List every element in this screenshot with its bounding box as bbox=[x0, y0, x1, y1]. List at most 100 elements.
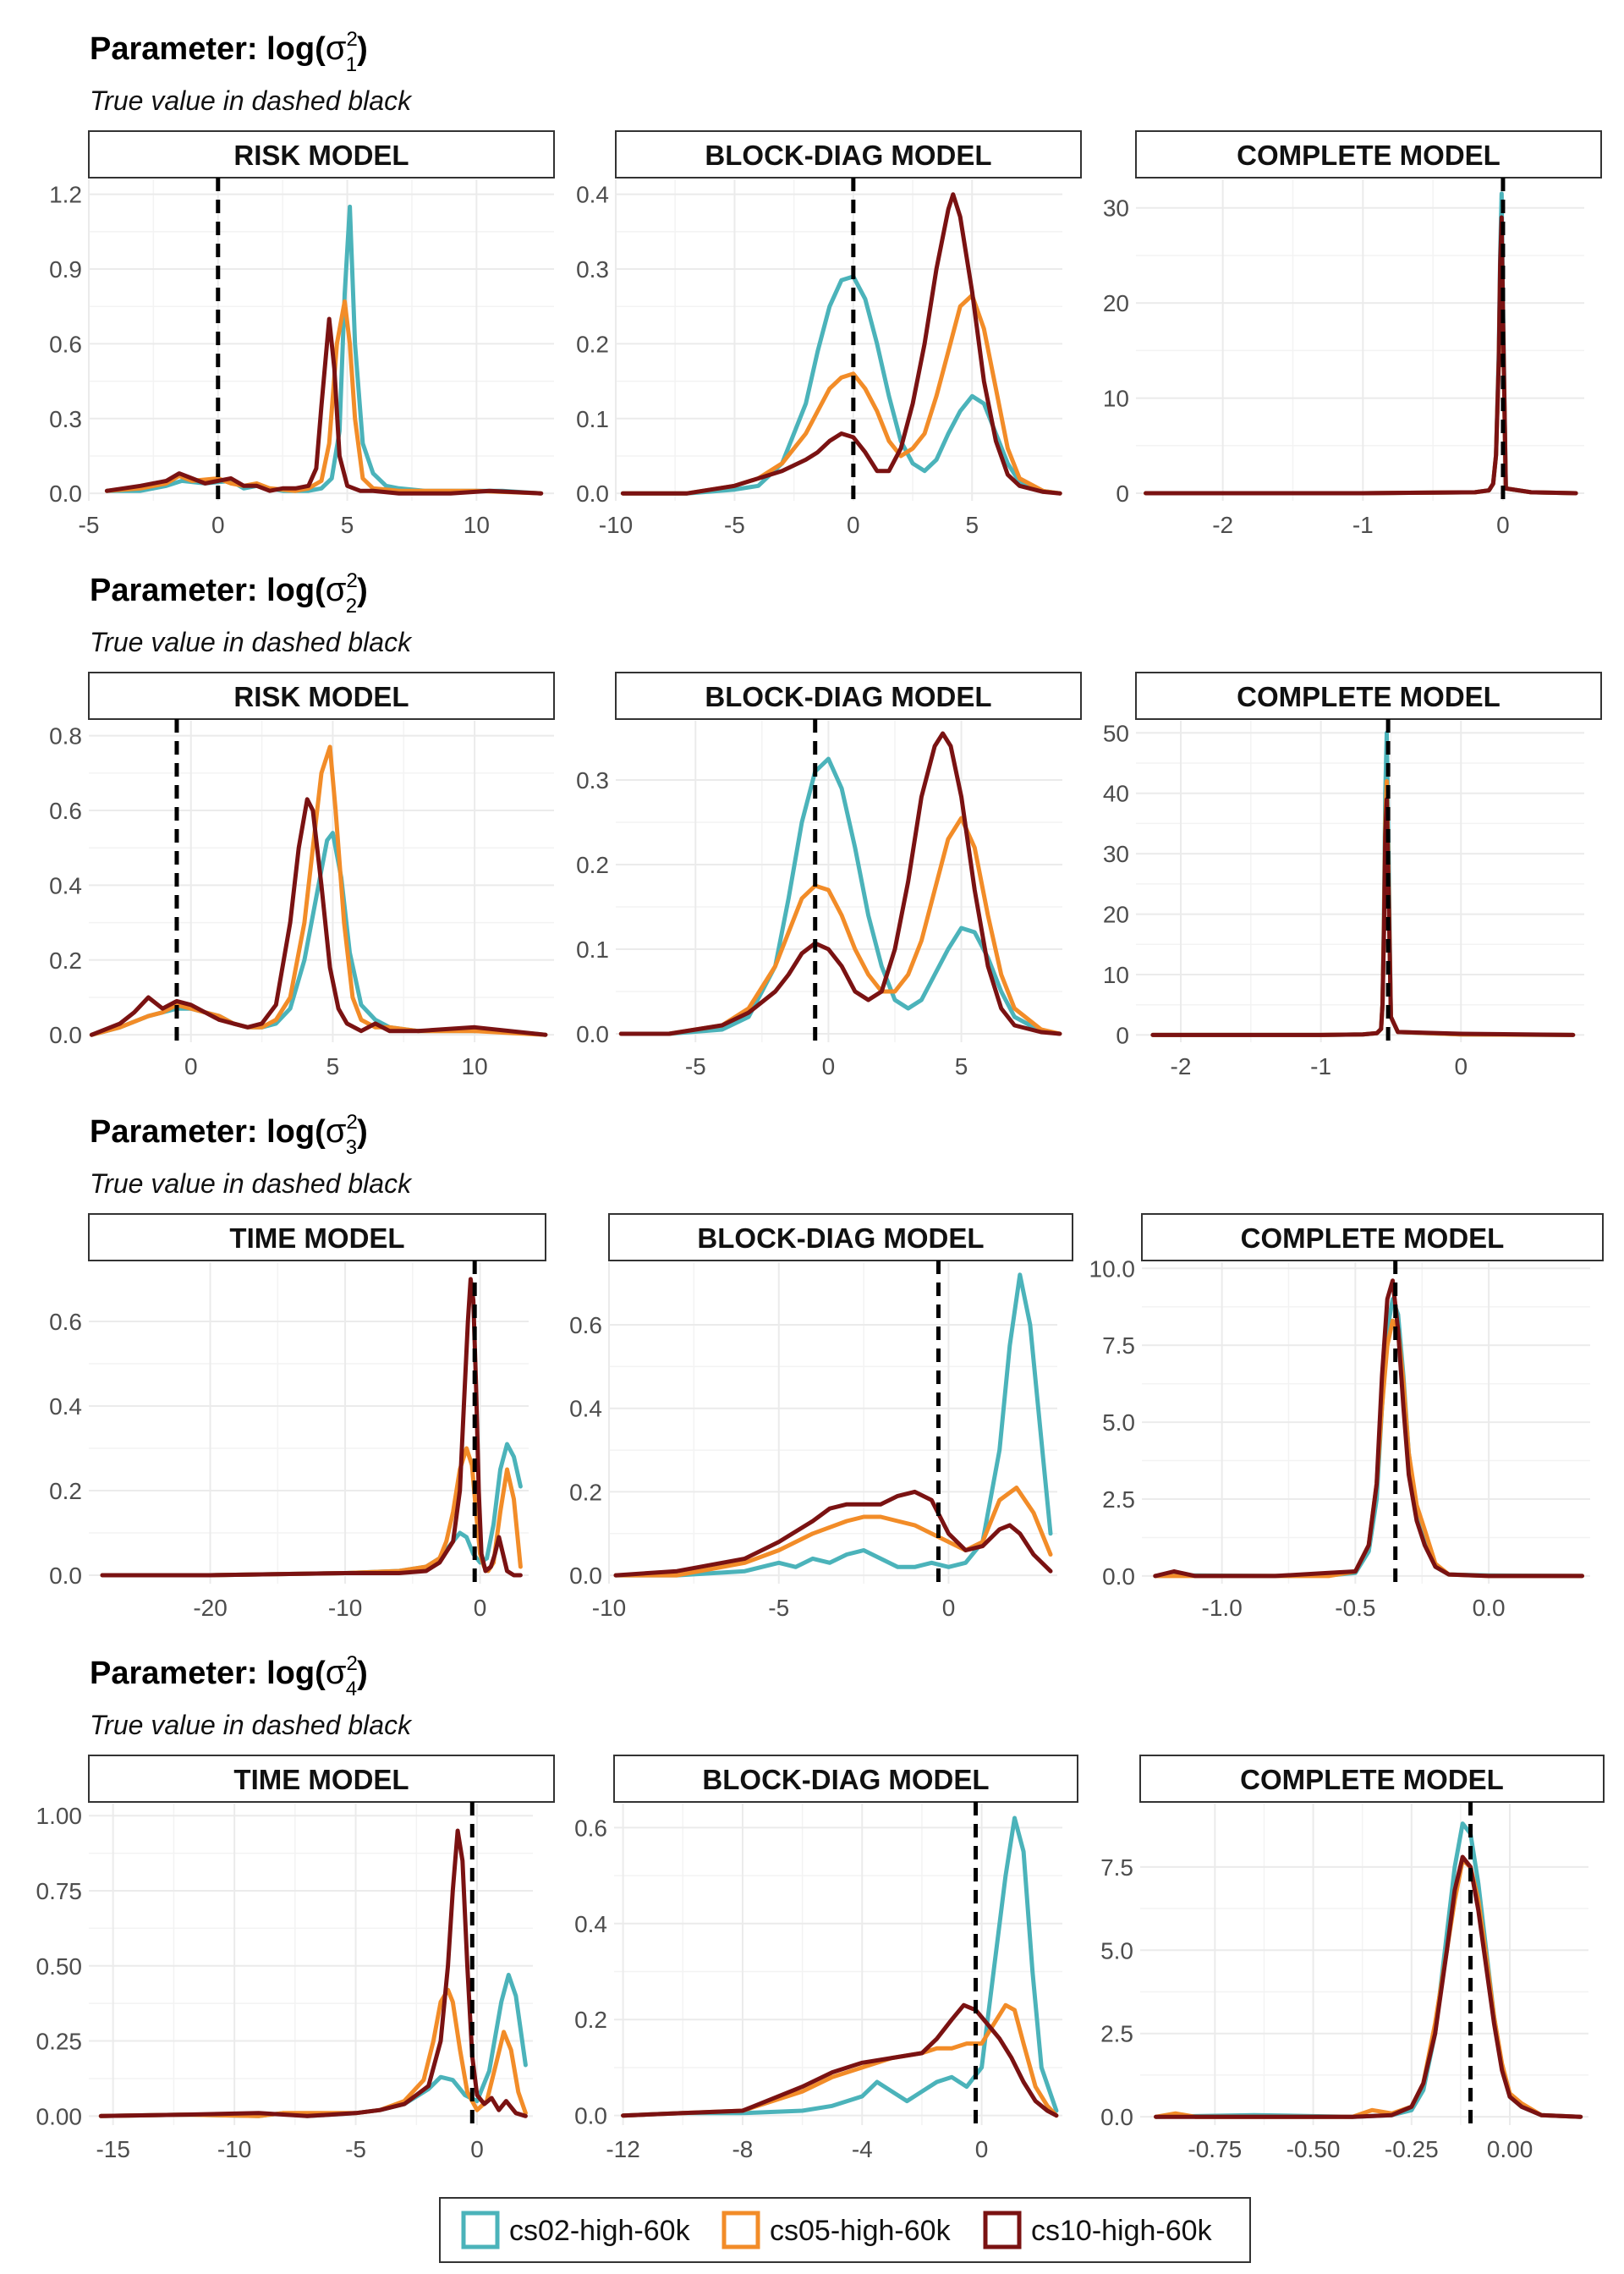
density-line-cs10 bbox=[1154, 1854, 1583, 2119]
panel-1-3: COMPLETE MODEL -2 -1 0 0 10 20 30 bbox=[1103, 130, 1602, 538]
y-tick-label: 7.5 bbox=[1102, 1332, 1135, 1359]
x-tick-label: -0.50 bbox=[1287, 2136, 1341, 2162]
title-suffix: ) bbox=[357, 31, 368, 67]
y-tick-label: 0.4 bbox=[49, 872, 82, 898]
panel-3-2: BLOCK-DIAG MODEL -10 -5 0 0.0 0.2 0.4 0.6 bbox=[569, 1213, 1073, 1621]
strip-box bbox=[88, 672, 555, 720]
legend-key-cs05 bbox=[721, 2211, 760, 2249]
x-tick-label: -2 bbox=[1171, 1053, 1192, 1079]
y-tick-label: 20 bbox=[1103, 290, 1129, 316]
density-line-cs05 bbox=[1150, 778, 1576, 1037]
y-tick-label: 0.0 bbox=[1102, 1563, 1135, 1590]
x-tick-label: -5 bbox=[724, 512, 745, 538]
y-tick-label: 0.2 bbox=[49, 1478, 82, 1504]
y-tick-label: 0.3 bbox=[576, 256, 609, 283]
y-tick-label: 0.0 bbox=[49, 1022, 82, 1048]
panel-4-3: COMPLETE MODEL -0.75 -0.50 -0.25 0.00 0.0 2.5 5… bbox=[1100, 1755, 1605, 2162]
strip-label: COMPLETE MODEL bbox=[1237, 140, 1501, 171]
panel-2-1: RISK MODEL 0 5 10 0.0 0.2 0.4 0.6 0.8 bbox=[49, 672, 555, 1079]
x-tick-label: -12 bbox=[606, 2136, 639, 2162]
title-sigma: σ bbox=[326, 1112, 347, 1150]
y-tick-label: 0.2 bbox=[576, 331, 609, 357]
y-tick-label: 0.6 bbox=[574, 1815, 607, 1841]
x-tick-label: 0 bbox=[822, 1053, 836, 1079]
density-line-cs02 bbox=[621, 1815, 1059, 2118]
x-tick-label: 0.00 bbox=[1487, 2136, 1533, 2162]
grid bbox=[1136, 179, 1584, 501]
density-line-cs10 bbox=[100, 1277, 523, 1578]
row-title: Parameter: log(σ2 1) bbox=[90, 28, 368, 76]
panel-3-3: COMPLETE MODEL -1.0 -0.5 0.0 0.0 2.5 5.0 7.5 10.… bbox=[1089, 1213, 1604, 1621]
row-subtitle: True value in dashed black bbox=[90, 1168, 413, 1199]
title-suffix: ) bbox=[357, 1656, 368, 1691]
y-tick-label: 5.0 bbox=[1100, 1937, 1133, 1964]
y-tick-label: 0.50 bbox=[36, 1953, 83, 1980]
x-tick-label: 0.0 bbox=[1473, 1595, 1506, 1621]
x-tick-label: 0 bbox=[184, 1053, 198, 1079]
y-tick-label: 0.0 bbox=[49, 481, 82, 507]
density-line-cs05 bbox=[1154, 1858, 1583, 2119]
title-prefix: Parameter: log( bbox=[90, 31, 326, 67]
title-prefix: Parameter: log( bbox=[90, 1656, 326, 1691]
y-tick-label: 0.00 bbox=[36, 2103, 83, 2129]
y-tick-label: 2.5 bbox=[1100, 2021, 1133, 2047]
title-subscript: 4 bbox=[346, 1678, 357, 1700]
y-tick-label: 0.6 bbox=[49, 798, 82, 824]
strip-label: COMPLETE MODEL bbox=[1241, 1222, 1505, 1254]
x-tick-label: 0 bbox=[1454, 1053, 1468, 1079]
y-tick-label: 0 bbox=[1116, 1022, 1129, 1048]
density-line-cs02 bbox=[618, 756, 1062, 1036]
y-tick-label: 0.4 bbox=[574, 1911, 607, 1937]
grid bbox=[1142, 1262, 1590, 1584]
strip-box bbox=[615, 672, 1082, 720]
x-tick-label: -1.0 bbox=[1202, 1595, 1243, 1621]
grid bbox=[616, 721, 1062, 1042]
x-tick-label: -10 bbox=[328, 1595, 362, 1621]
x-tick-label: -20 bbox=[193, 1595, 227, 1621]
y-tick-label: 0.6 bbox=[49, 1309, 82, 1335]
parameter-row-3: Parameter: log(σ2 3) True value in dashed … bbox=[49, 1111, 1604, 1621]
parameter-row-4: Parameter: log(σ2 4) True value in dashed … bbox=[36, 1652, 1605, 2162]
y-tick-label: 0.3 bbox=[49, 406, 82, 432]
grid bbox=[608, 1262, 1057, 1584]
x-tick-label: 0 bbox=[211, 512, 225, 538]
strip-box bbox=[608, 1213, 1073, 1261]
x-tick-label: -0.25 bbox=[1385, 2136, 1439, 2162]
y-tick-label: 10 bbox=[1103, 386, 1129, 412]
y-tick-label: 0.1 bbox=[576, 406, 609, 432]
density-line-cs10 bbox=[1153, 1278, 1584, 1579]
density-line-cs05 bbox=[100, 1446, 523, 1578]
strip-label: TIME MODEL bbox=[229, 1222, 404, 1254]
y-tick-label: 0.0 bbox=[576, 481, 609, 507]
title-subscript: 2 bbox=[346, 595, 357, 618]
x-tick-label: -4 bbox=[852, 2136, 873, 2162]
grid bbox=[1136, 721, 1584, 1042]
x-tick-label: 0 bbox=[847, 512, 860, 538]
legend-key-cs02 bbox=[461, 2211, 500, 2249]
row-title: Parameter: log(σ2 3) bbox=[90, 1111, 368, 1159]
grid bbox=[1140, 1804, 1588, 2125]
x-tick-label: 10 bbox=[462, 1053, 488, 1079]
density-line-cs10 bbox=[613, 1489, 1053, 1578]
x-tick-label: 0 bbox=[1496, 512, 1510, 538]
title-suffix: ) bbox=[357, 1114, 368, 1150]
x-tick-label: -0.5 bbox=[1335, 1595, 1375, 1621]
density-line-cs10 bbox=[89, 797, 548, 1037]
strip-box bbox=[613, 1755, 1078, 1803]
strip-label: COMPLETE MODEL bbox=[1240, 1764, 1504, 1795]
y-tick-label: 20 bbox=[1103, 902, 1129, 928]
x-tick-label: 10 bbox=[464, 512, 490, 538]
title-superscript: 2 bbox=[346, 1652, 357, 1675]
title-sigma: σ bbox=[326, 1654, 347, 1691]
y-tick-label: 30 bbox=[1103, 195, 1129, 222]
x-tick-label: -5 bbox=[345, 2136, 366, 2162]
title-superscript: 2 bbox=[346, 569, 357, 592]
x-tick-label: 5 bbox=[341, 512, 354, 538]
row-title: Parameter: log(σ2 2) bbox=[90, 569, 368, 618]
x-tick-label: -5 bbox=[685, 1053, 706, 1079]
y-tick-label: 0.9 bbox=[49, 256, 82, 283]
x-tick-label: -5 bbox=[768, 1595, 789, 1621]
y-tick-label: 50 bbox=[1103, 720, 1129, 746]
y-tick-label: 30 bbox=[1103, 841, 1129, 867]
